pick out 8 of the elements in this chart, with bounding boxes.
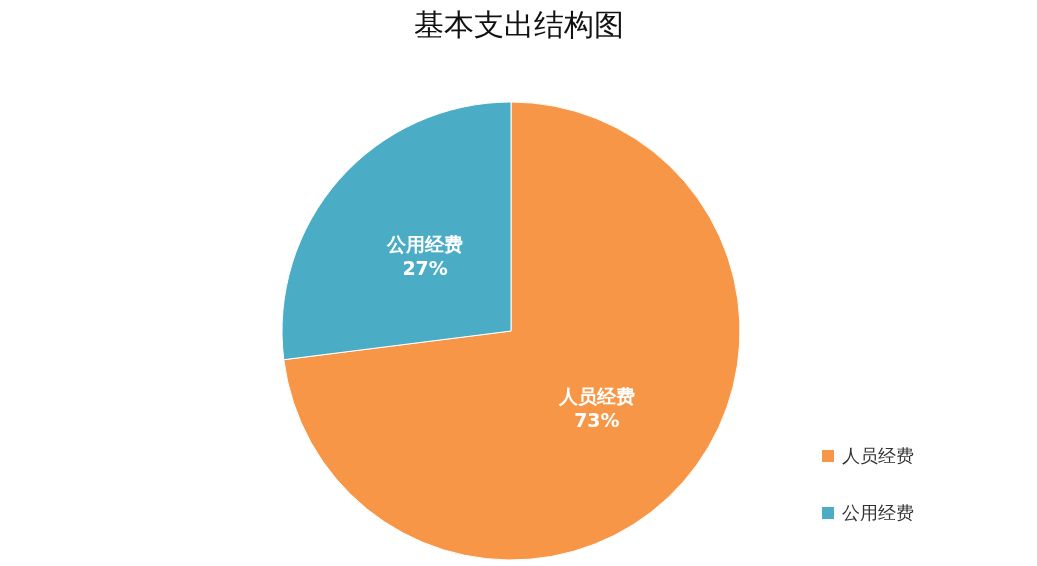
pie-slice <box>283 101 741 561</box>
legend-label: 公用经费 <box>842 502 914 523</box>
legend-label: 人员经费 <box>842 445 914 466</box>
chart-title: 基本支出结构图 <box>413 7 624 42</box>
slice-label: 公用经费 <box>386 233 464 256</box>
data-label: 27% <box>402 257 448 280</box>
slice-label: 人员经费 <box>557 384 635 407</box>
data-label: 73% <box>574 408 620 431</box>
